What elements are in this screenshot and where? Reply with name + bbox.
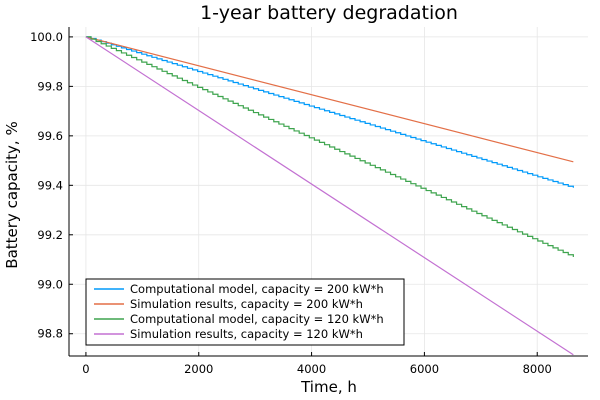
legend: Computational model, capacity = 200 kW*h… xyxy=(85,278,405,346)
y-axis-label: Battery capacity, % xyxy=(3,121,21,268)
series-layer xyxy=(85,36,574,356)
series-line-2 xyxy=(85,36,574,163)
legend-label-1: Computational model, capacity = 200 kW*h xyxy=(130,282,384,296)
series-line-1 xyxy=(85,36,574,188)
y-tick-label: 98.8 xyxy=(37,327,63,341)
ticks: 0 2000 4000 6000 8000 98.8 99.0 99.2 99.4 99.6 99.… xyxy=(30,30,552,376)
y-tick-label: 99.8 xyxy=(37,79,63,93)
x-tick-label: 6000 xyxy=(410,362,439,376)
chart-title: 1-year battery degradation xyxy=(200,2,458,24)
legend-label-3: Computational model, capacity = 120 kW*h xyxy=(130,312,384,326)
axes xyxy=(68,27,588,357)
y-tick-label: 99.6 xyxy=(37,129,63,143)
legend-label-4: Simulation results, capacity = 120 kW*h xyxy=(130,327,363,341)
series-line-3 xyxy=(85,36,574,258)
x-tick-label: 8000 xyxy=(523,362,552,376)
series-line-4 xyxy=(85,36,574,356)
y-tick-label: 99.4 xyxy=(37,178,63,192)
y-tick-label: 100.0 xyxy=(30,30,63,44)
legend-box xyxy=(85,278,405,346)
y-tick-label: 99.2 xyxy=(37,228,63,242)
x-axis-label: Time, h xyxy=(300,378,357,396)
grid xyxy=(69,27,588,356)
x-tick-label: 0 xyxy=(82,362,89,376)
x-tick-label: 4000 xyxy=(297,362,326,376)
legend-label-2: Simulation results, capacity = 200 kW*h xyxy=(130,297,363,311)
y-tick-label: 99.0 xyxy=(37,277,63,291)
x-tick-label: 2000 xyxy=(184,362,213,376)
